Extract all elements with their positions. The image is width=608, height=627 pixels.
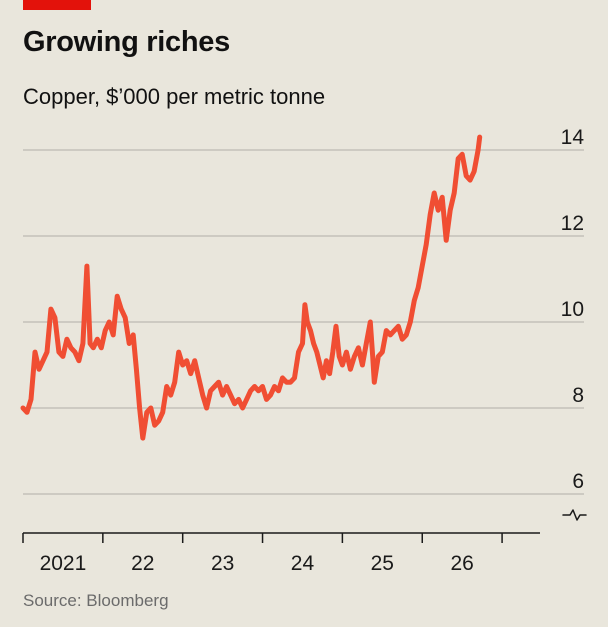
x-tick-label-23: 23 (211, 552, 234, 575)
y-tick-label-14: 14 (561, 126, 585, 149)
axis-break-glyph (562, 509, 587, 521)
x-axis: 2021 22 23 24 25 26 (22, 532, 540, 575)
x-tick-label-24: 24 (291, 552, 315, 575)
y-tick-label-10: 10 (561, 298, 584, 321)
chart-subtitle: Copper, $’000 per metric tonne (23, 84, 326, 109)
x-tick-label-22: 22 (131, 552, 154, 575)
x-tick-label-25: 25 (371, 552, 394, 575)
brand-red-tag (23, 0, 91, 10)
axis-break-icon (562, 509, 587, 521)
series-line-0 (20, 134, 483, 441)
y-tick-label-12: 12 (561, 212, 584, 235)
chart-title: Growing riches (23, 26, 230, 58)
x-tick-label-2021: 2021 (40, 552, 87, 575)
x-tick-label-26: 26 (450, 552, 473, 575)
y-tick-labels: 6 8 10 12 14 (561, 126, 585, 493)
series-layer (20, 134, 483, 441)
y-tick-label-8: 8 (572, 384, 584, 407)
y-tick-label-6: 6 (572, 470, 584, 493)
source-note: Source: Bloomberg (23, 591, 169, 610)
